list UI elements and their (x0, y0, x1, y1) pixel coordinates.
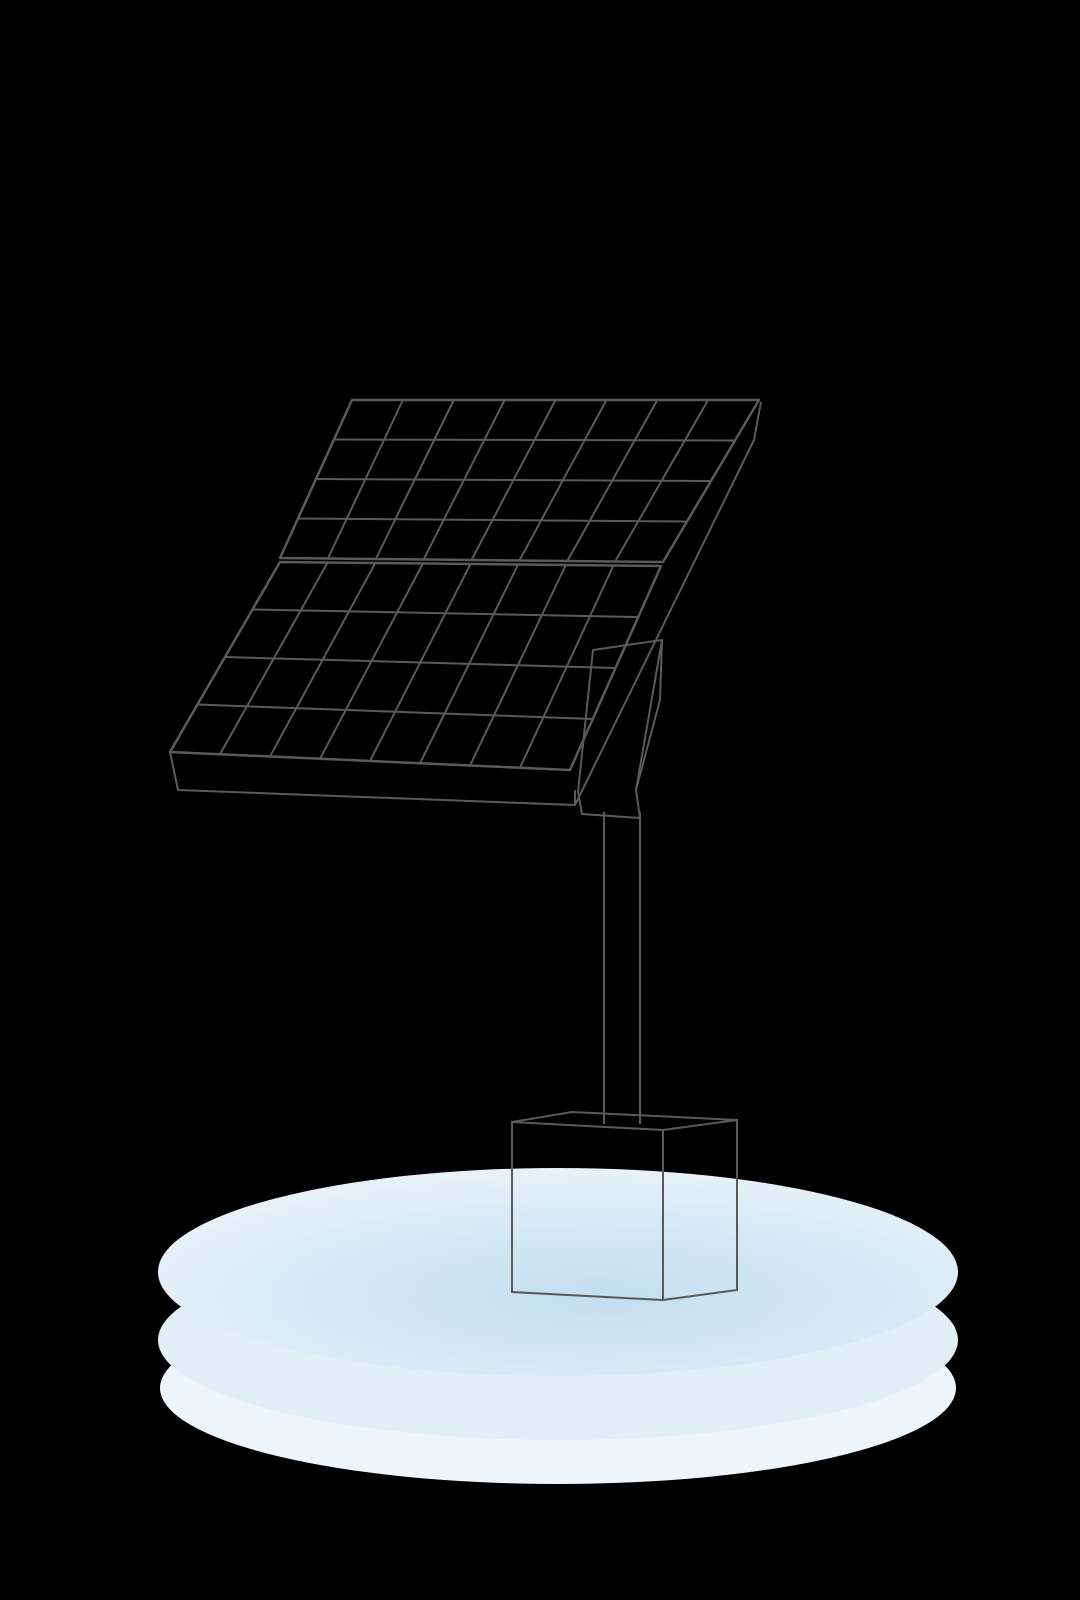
panel-frame-thickness (169, 751, 576, 806)
panel-section-lower (168, 560, 663, 772)
panel-section-upper (278, 398, 761, 564)
panel-cell-divider-horizontal (252, 608, 639, 618)
panel-section-frame (278, 398, 761, 564)
panel-cell-divider-horizontal (197, 703, 593, 720)
support-pole (603, 812, 641, 1124)
concrete-base-block (511, 1110, 738, 1302)
panel-section-frame (168, 560, 663, 772)
solar-panel (168, 398, 762, 806)
panel-cell-divider-horizontal (333, 438, 736, 442)
panel-cell-divider-horizontal (297, 517, 688, 523)
panel-frame-side (574, 401, 762, 806)
panel-cell-divider-horizontal (224, 656, 616, 669)
panel-cell-divider-horizontal (315, 478, 712, 482)
ground-platform (158, 1168, 958, 1484)
platform-top-disc (158, 1168, 958, 1376)
